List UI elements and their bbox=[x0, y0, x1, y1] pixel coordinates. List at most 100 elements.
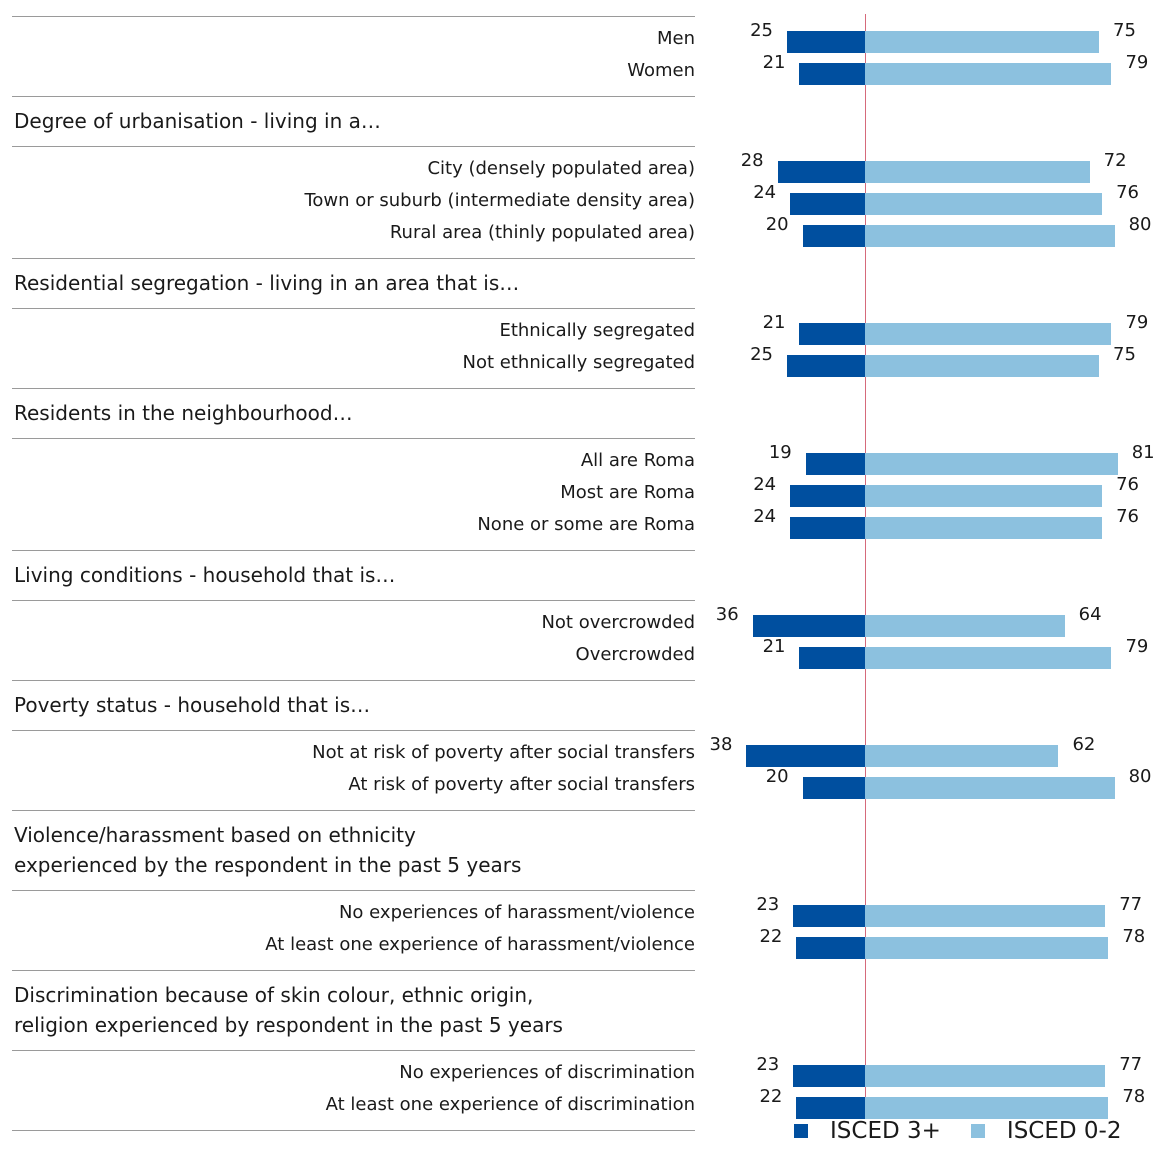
value-label-isced3plus: 22 bbox=[759, 1086, 783, 1107]
value-label-isced02: 81 bbox=[1131, 442, 1155, 463]
bar-isced02 bbox=[865, 193, 1103, 215]
row-label: Not overcrowded bbox=[541, 612, 695, 633]
bar-isced3plus bbox=[802, 225, 865, 247]
row-label: Ethnically segregated bbox=[499, 320, 695, 341]
value-label-isced02: 75 bbox=[1113, 20, 1136, 41]
bar-isced3plus bbox=[796, 1097, 865, 1119]
value-label-isced02: 80 bbox=[1128, 214, 1152, 235]
value-label-isced02: 64 bbox=[1078, 604, 1102, 625]
bar-isced02 bbox=[865, 485, 1103, 507]
value-label-isced3plus: 25 bbox=[750, 20, 773, 41]
row-label: Overcrowded bbox=[575, 644, 695, 665]
separator-line bbox=[12, 730, 695, 731]
value-label-isced3plus: 24 bbox=[753, 182, 777, 203]
separator-line bbox=[12, 600, 695, 601]
separator-line bbox=[12, 96, 695, 97]
bar-isced02 bbox=[865, 517, 1103, 539]
value-label-isced3plus: 23 bbox=[756, 894, 780, 915]
bar-isced3plus bbox=[790, 193, 865, 215]
row-label: At least one experience of harassment/vi… bbox=[265, 934, 695, 955]
bar-isced02 bbox=[865, 225, 1115, 247]
bar-isced3plus bbox=[787, 31, 865, 53]
bar-isced3plus bbox=[796, 937, 865, 959]
separator-line bbox=[12, 890, 695, 891]
value-label-isced3plus: 25 bbox=[750, 344, 773, 365]
separator-line bbox=[12, 16, 695, 17]
bar-isced02 bbox=[865, 453, 1118, 475]
group-heading: Residential segregation - living in an a… bbox=[14, 271, 520, 295]
row-label: Rural area (thinly populated area) bbox=[389, 222, 695, 243]
bar-isced3plus bbox=[746, 745, 865, 767]
bar-isced3plus bbox=[790, 517, 865, 539]
bar-isced3plus bbox=[752, 615, 865, 637]
separator-line bbox=[12, 810, 695, 811]
value-label-isced3plus: 28 bbox=[740, 150, 764, 171]
value-label-isced3plus: 20 bbox=[765, 214, 789, 235]
bar-isced3plus bbox=[799, 647, 865, 669]
separator-line bbox=[12, 438, 695, 439]
bar-isced02 bbox=[865, 1097, 1109, 1119]
value-label-isced3plus: 21 bbox=[762, 52, 786, 73]
value-label-isced02: 77 bbox=[1119, 894, 1143, 915]
row-label: Not ethnically segregated bbox=[462, 352, 695, 373]
bar-isced3plus bbox=[805, 453, 865, 475]
group-heading: Violence/harassment based on ethnicity e… bbox=[14, 823, 522, 877]
value-label-isced02: 80 bbox=[1128, 766, 1152, 787]
bar-isced3plus bbox=[793, 1065, 865, 1087]
separator-line bbox=[12, 146, 695, 147]
bar-isced02 bbox=[865, 63, 1112, 85]
row-label: At least one experience of discriminatio… bbox=[325, 1094, 695, 1115]
value-label-isced02: 78 bbox=[1122, 1086, 1146, 1107]
group-heading: Residents in the neighbourhood… bbox=[14, 401, 353, 425]
bar-isced02 bbox=[865, 615, 1065, 637]
bar-isced02 bbox=[865, 1065, 1106, 1087]
row-label: All are Roma bbox=[580, 450, 695, 471]
row-label: None or some are Roma bbox=[477, 514, 695, 535]
zero-axis-line bbox=[865, 14, 866, 1100]
bar-isced02 bbox=[865, 905, 1106, 927]
separator-line bbox=[12, 1130, 695, 1131]
separator-line bbox=[12, 308, 695, 309]
bar-isced02 bbox=[865, 161, 1090, 183]
bar-isced3plus bbox=[799, 63, 865, 85]
value-label-isced02: 76 bbox=[1116, 506, 1140, 527]
row-label: City (densely populated area) bbox=[427, 158, 695, 179]
legend: ISCED 3+ ISCED 0-2 bbox=[794, 1116, 1151, 1146]
legend-label-isced3plus: ISCED 3+ bbox=[830, 1118, 941, 1144]
value-label-isced02: 75 bbox=[1113, 344, 1136, 365]
bar-isced02 bbox=[865, 937, 1109, 959]
value-label-isced3plus: 36 bbox=[715, 604, 739, 625]
bar-isced02 bbox=[865, 745, 1059, 767]
bar-isced3plus bbox=[799, 323, 865, 345]
value-label-isced3plus: 23 bbox=[756, 1054, 780, 1075]
bar-isced02 bbox=[865, 647, 1112, 669]
bar-isced3plus bbox=[777, 161, 865, 183]
value-label-isced02: 79 bbox=[1125, 636, 1149, 657]
row-label: No experiences of discrimination bbox=[399, 1062, 695, 1083]
separator-line bbox=[12, 550, 695, 551]
row-label: Town or suburb (intermediate density are… bbox=[304, 190, 695, 211]
value-label-isced3plus: 24 bbox=[753, 506, 777, 527]
row-label: Most are Roma bbox=[560, 482, 695, 503]
value-label-isced02: 79 bbox=[1125, 52, 1149, 73]
row-label: Not at risk of poverty after social tran… bbox=[312, 742, 695, 763]
value-label-isced02: 62 bbox=[1072, 734, 1096, 755]
value-label-isced3plus: 24 bbox=[753, 474, 777, 495]
group-heading: Degree of urbanisation - living in a… bbox=[14, 109, 381, 133]
bar-isced02 bbox=[865, 777, 1115, 799]
value-label-isced02: 77 bbox=[1119, 1054, 1143, 1075]
bar-isced3plus bbox=[790, 485, 865, 507]
legend-item-isced02: ISCED 0-2 bbox=[970, 1118, 1122, 1144]
separator-line bbox=[12, 970, 695, 971]
bar-isced02 bbox=[865, 355, 1099, 377]
row-label: No experiences of harassment/violence bbox=[338, 902, 695, 923]
bar-isced3plus bbox=[793, 905, 865, 927]
separator-line bbox=[12, 1050, 695, 1051]
legend-swatch-isced02 bbox=[970, 1124, 985, 1138]
bar-isced3plus bbox=[802, 777, 865, 799]
legend-label-isced02: ISCED 0-2 bbox=[1006, 1118, 1122, 1144]
legend-item-isced3plus: ISCED 3+ bbox=[794, 1118, 941, 1144]
separator-line bbox=[12, 680, 695, 681]
row-label: Men bbox=[656, 28, 695, 49]
